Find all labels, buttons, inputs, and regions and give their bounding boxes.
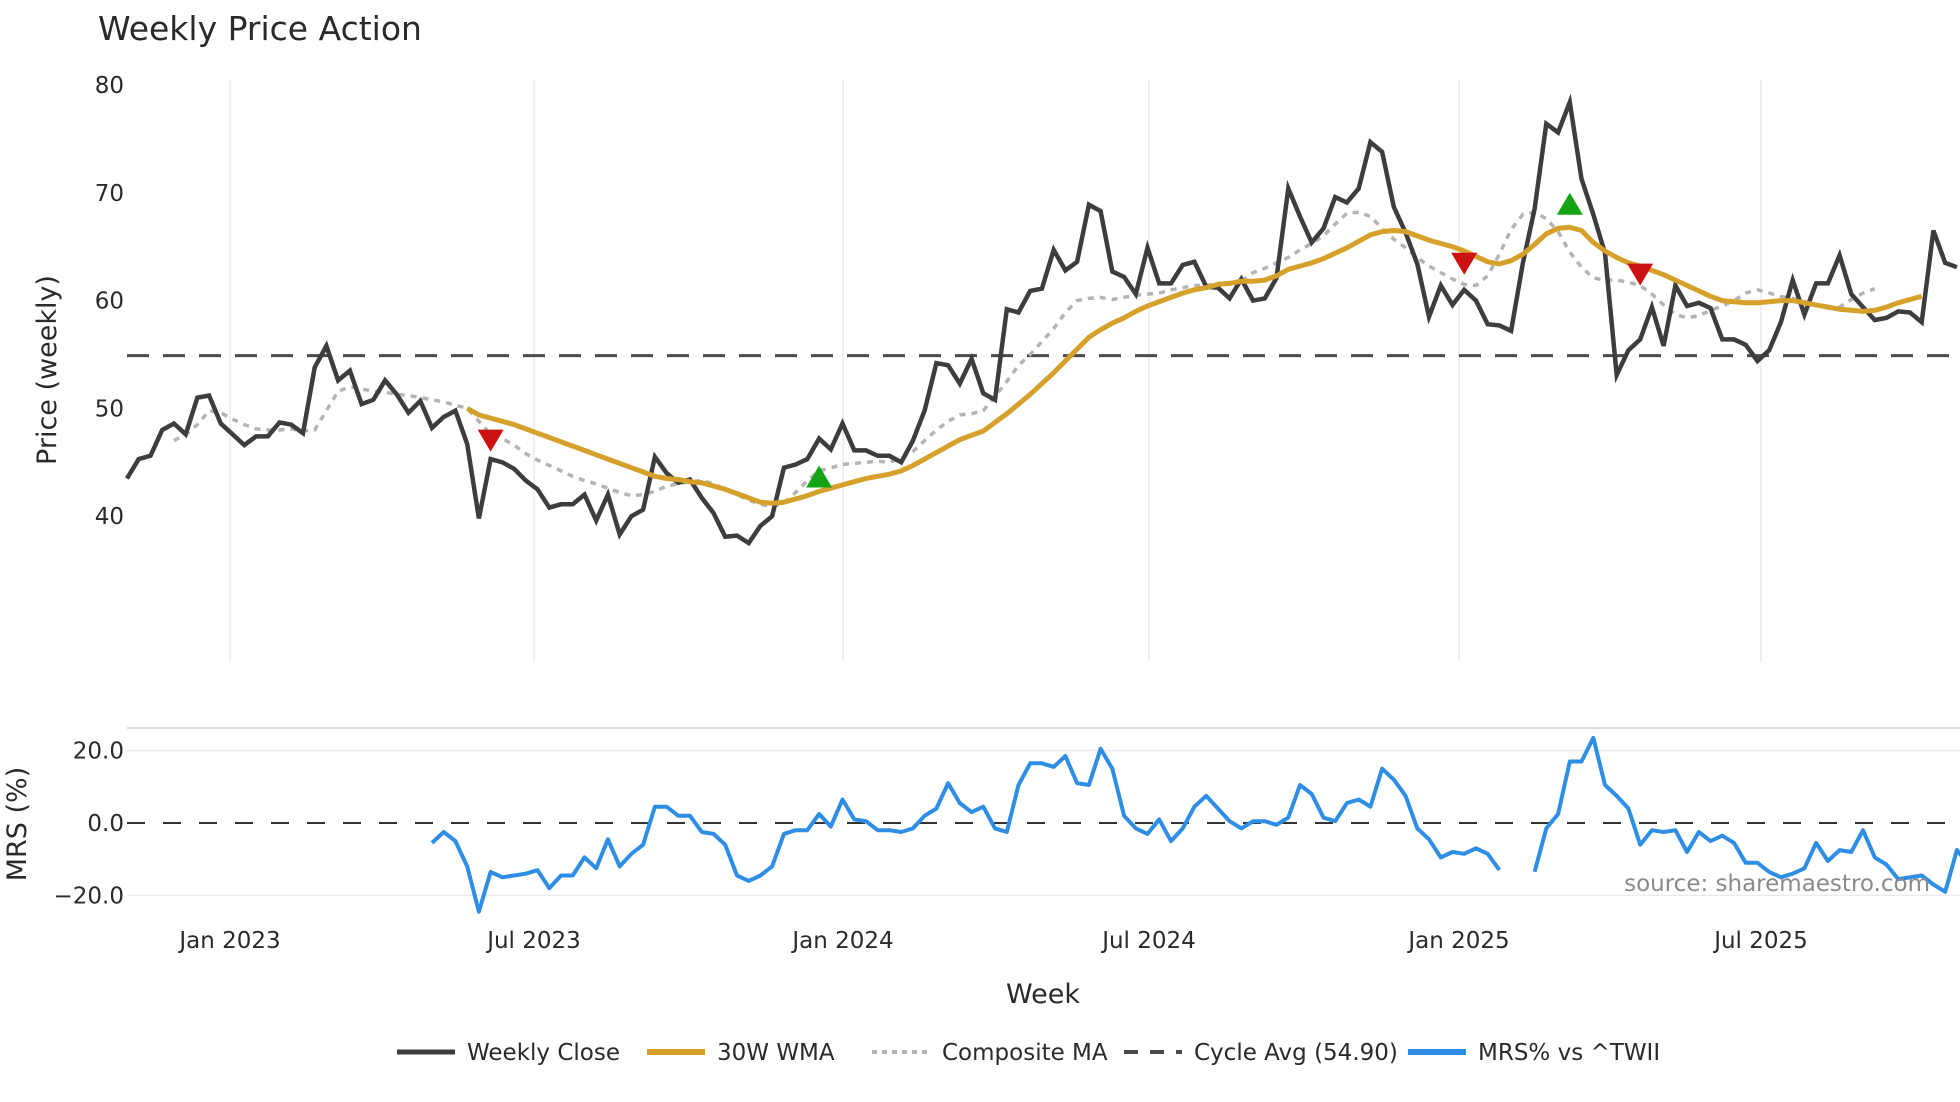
x-axis-ticks: Jan 2023 Jul 2023 Jan 2024 Jul 2024 Jan 2025… xyxy=(177,928,1807,954)
x-tick: Jan 2023 xyxy=(177,928,280,954)
price-gridlines xyxy=(229,80,1762,662)
mrs-y-tick: 0.0 xyxy=(87,811,124,837)
sell-signal-triangle-icon xyxy=(1451,252,1478,275)
mrs-panel: 20.0 0.0 −20.0 MRS (%) source: sharemaestr… xyxy=(2,727,1960,914)
buy-signal-triangle-icon xyxy=(1556,192,1583,215)
legend-label: Cycle Avg (54.90) xyxy=(1194,1040,1398,1066)
mrs-y-axis-ticks: 20.0 0.0 −20.0 xyxy=(54,739,124,910)
mrs-y-tick: −20.0 xyxy=(54,883,124,909)
composite-ma-line xyxy=(173,210,1876,509)
legend-label: Composite MA xyxy=(942,1040,1108,1066)
x-axis-label: Week xyxy=(1006,979,1080,1010)
price-y-tick: 70 xyxy=(95,181,124,207)
legend-item[interactable]: 30W WMA xyxy=(647,1040,835,1066)
mrs-line xyxy=(430,735,1960,914)
legend-item[interactable]: Weekly Close xyxy=(397,1040,620,1066)
chart-title: Weekly Price Action xyxy=(98,9,422,48)
weekly-close-line xyxy=(125,93,1958,547)
legend-label: Weekly Close xyxy=(467,1040,620,1066)
price-y-tick: 80 xyxy=(95,73,124,99)
legend-item[interactable]: MRS% vs ^TWII xyxy=(1408,1040,1660,1066)
legend-item[interactable]: Composite MA xyxy=(872,1040,1108,1066)
x-tick: Jul 2023 xyxy=(485,928,581,954)
x-tick: Jan 2025 xyxy=(1406,928,1509,954)
mrs-y-tick: 20.0 xyxy=(73,739,124,765)
price-y-tick: 60 xyxy=(95,289,124,315)
mrs-y-axis-label: MRS (%) xyxy=(2,767,33,882)
price-y-tick: 40 xyxy=(95,504,124,530)
legend-item[interactable]: Cycle Avg (54.90) xyxy=(1124,1040,1398,1066)
legend: Weekly Close 30W WMA Composite MA Cycle Avg… xyxy=(397,1040,1660,1066)
price-series xyxy=(125,93,1960,547)
legend-label: 30W WMA xyxy=(717,1040,835,1066)
signal-markers xyxy=(477,192,1654,488)
x-tick: Jul 2024 xyxy=(1100,928,1196,954)
wma-30w-line xyxy=(465,224,1923,506)
price-panel: 40 50 60 70 80 Price (weekly) xyxy=(32,73,1960,662)
x-tick: Jul 2025 xyxy=(1712,928,1808,954)
legend-label: MRS% vs ^TWII xyxy=(1478,1040,1660,1066)
source-note: source: sharemaestro.com xyxy=(1624,871,1930,897)
price-y-tick: 50 xyxy=(95,396,124,422)
price-y-axis-label: Price (weekly) xyxy=(32,275,63,465)
x-tick: Jan 2024 xyxy=(790,928,893,954)
mrs-series xyxy=(430,735,1960,914)
mrs-gridlines xyxy=(127,749,1960,897)
sell-signal-triangle-icon xyxy=(477,429,504,452)
sell-signal-triangle-icon xyxy=(1627,263,1654,286)
buy-signal-triangle-icon xyxy=(806,465,833,488)
price-y-axis-ticks: 40 50 60 70 80 xyxy=(95,73,124,530)
